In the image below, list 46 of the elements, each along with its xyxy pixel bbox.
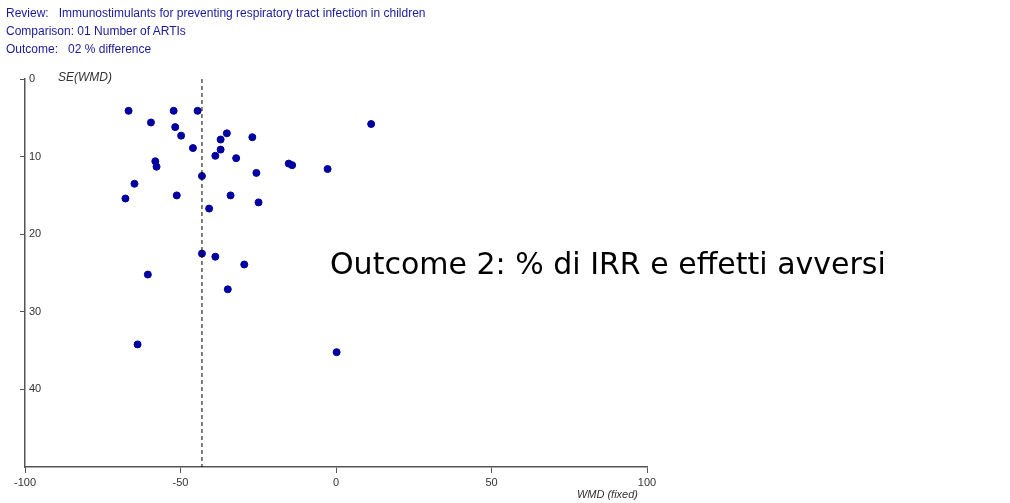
x-tick-label: -50 bbox=[172, 475, 189, 488]
point bbox=[143, 270, 152, 279]
x-axis-title: WMD (fixed) bbox=[576, 488, 638, 500]
y-axis-title: SE(WMD) bbox=[58, 70, 112, 84]
point bbox=[332, 348, 341, 357]
point bbox=[130, 179, 139, 188]
point bbox=[193, 106, 202, 115]
point bbox=[223, 285, 232, 294]
y-tick-label: 30 bbox=[29, 304, 42, 317]
point bbox=[172, 191, 181, 200]
point bbox=[216, 145, 225, 154]
point bbox=[248, 133, 257, 142]
point bbox=[177, 131, 186, 140]
annotation: Outcome 2: % di IRR e effetti avversi bbox=[330, 246, 886, 281]
point bbox=[211, 252, 220, 261]
point bbox=[240, 260, 249, 269]
y-tick-label: 0 bbox=[29, 72, 36, 85]
text: Outcome: 02 % difference bbox=[6, 42, 152, 56]
x-tick-label: 0 bbox=[332, 475, 340, 488]
x-tick-label: 50 bbox=[485, 475, 498, 488]
point bbox=[152, 162, 161, 171]
point bbox=[367, 120, 376, 129]
point bbox=[188, 144, 197, 153]
chart-subtitle: Comparison: 01 Number of ARTIs bbox=[6, 24, 186, 38]
point bbox=[146, 118, 155, 127]
x-tick-label: -100 bbox=[13, 475, 37, 488]
point bbox=[254, 198, 263, 207]
point bbox=[226, 191, 235, 200]
point bbox=[124, 106, 133, 115]
point bbox=[121, 194, 130, 203]
point bbox=[211, 151, 220, 160]
y-tick-label: 10 bbox=[29, 149, 42, 162]
point bbox=[232, 154, 241, 163]
chart-title: Review: Immunostimulants for preventing respiratory tract infection in children bbox=[6, 6, 426, 20]
point bbox=[323, 165, 332, 174]
y-tick-label: 20 bbox=[29, 227, 42, 240]
point bbox=[216, 135, 225, 144]
point bbox=[205, 204, 214, 213]
point bbox=[169, 106, 178, 115]
point bbox=[222, 129, 231, 138]
point bbox=[171, 123, 180, 132]
point bbox=[288, 161, 297, 170]
x-tick-label: 100 bbox=[637, 475, 657, 488]
point bbox=[252, 168, 261, 177]
y-tick-label: 40 bbox=[29, 382, 42, 395]
point bbox=[133, 340, 142, 349]
